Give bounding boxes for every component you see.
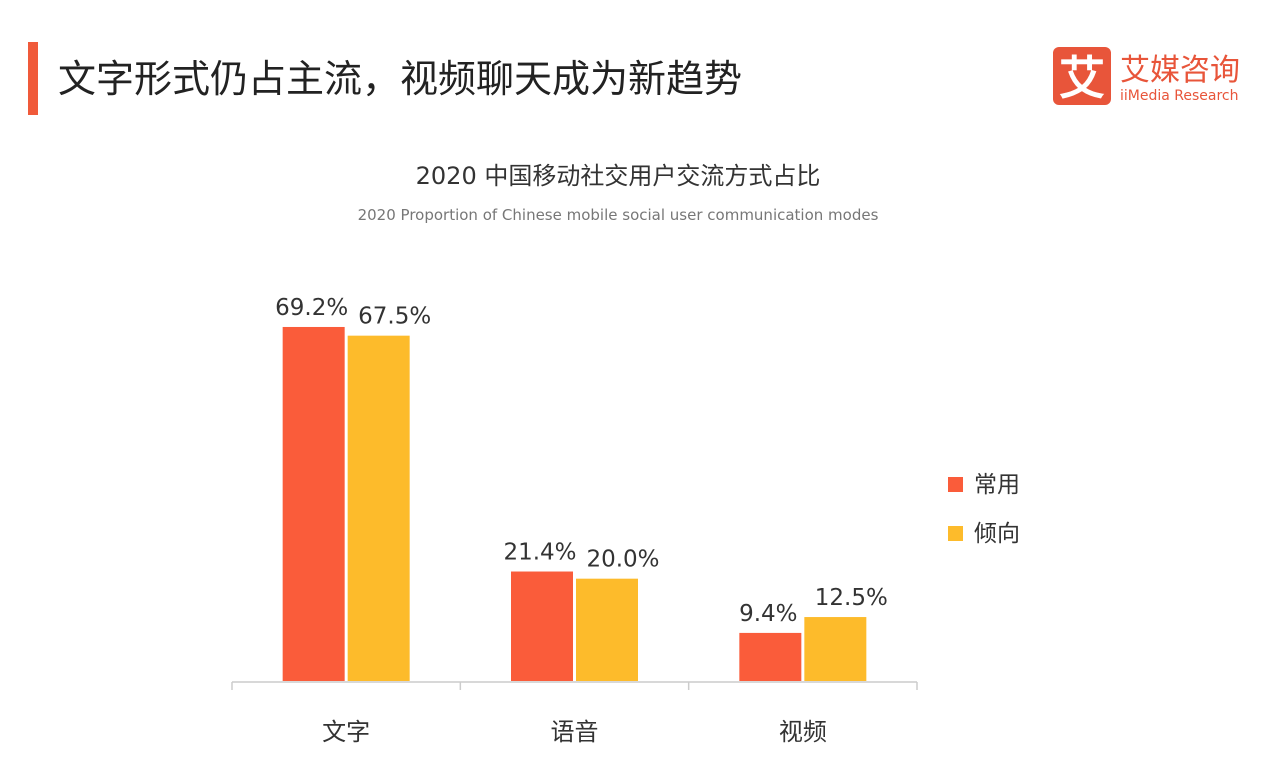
data-label: 21.4%: [503, 540, 576, 566]
x-tick-label: 文字: [322, 718, 370, 746]
legend-label: 倾向: [974, 521, 1020, 547]
bar-倾向-文字: [347, 335, 410, 681]
x-axis: 文字 语音 视频: [231, 681, 918, 746]
data-label: 9.4%: [739, 601, 797, 627]
bar-常用-文字: [282, 326, 345, 681]
bar-倾向-视频: [804, 617, 867, 681]
bar-常用-视频: [739, 632, 802, 681]
bar-倾向-语音: [576, 578, 638, 681]
data-label: 67.5%: [358, 304, 431, 330]
data-label: 20.0%: [586, 547, 659, 573]
bar-常用-语音: [511, 571, 573, 681]
title-accent-bar: [28, 42, 38, 115]
bars: 69.2% 67.5% 21.4% 20.0% 9.4% 12.5%: [275, 295, 888, 681]
logo-glyph: 艾: [1059, 51, 1105, 105]
page-title: 文字形式仍占主流，视频聊天成为新趋势: [58, 57, 742, 101]
logo-name-cn: 艾媒咨询: [1120, 53, 1240, 88]
data-label: 12.5%: [815, 585, 888, 611]
chart-title: 2020 中国移动社交用户交流方式占比: [416, 162, 821, 190]
legend-label: 常用: [974, 472, 1020, 498]
logo: 艾 艾媒咨询 iiMedia Research: [1053, 47, 1240, 105]
legend-swatch: [948, 477, 963, 492]
data-label: 69.2%: [275, 295, 348, 321]
x-tick-label: 语音: [551, 718, 599, 746]
x-tick-label: 视频: [779, 718, 827, 746]
chart-subtitle: 2020 Proportion of Chinese mobile social…: [358, 206, 879, 224]
logo-mark: [1053, 47, 1111, 105]
logo-name-en: iiMedia Research: [1120, 88, 1239, 104]
legend-swatch: [948, 526, 963, 541]
